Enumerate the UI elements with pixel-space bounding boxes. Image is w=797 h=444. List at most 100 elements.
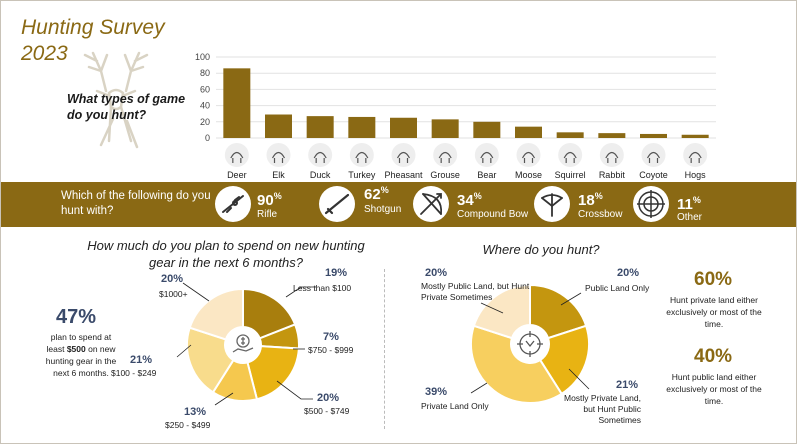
spend-question: How much do you plan to spend on new hun… — [87, 238, 365, 270]
bar — [515, 126, 542, 138]
spend-donut-chart — [187, 289, 299, 401]
crossbow-label: Crossbow — [578, 209, 623, 220]
spend-750-label: $750 - $999 — [308, 345, 354, 355]
donut-slice — [246, 345, 299, 401]
bar — [223, 68, 251, 138]
bar — [681, 134, 709, 138]
other-label: Other — [677, 212, 703, 223]
x-tick-label: Grouse — [430, 170, 460, 180]
x-tick-label: Bear — [477, 170, 496, 180]
y-tick-label: 100 — [195, 52, 210, 62]
compound-bow-pct-unit: % — [473, 191, 482, 201]
spend-1000-label: $1000+ — [159, 289, 188, 299]
spend-line-3: hunting gear in the — [45, 356, 117, 366]
x-tick-label: Elk — [272, 170, 285, 180]
animal-icon-circle — [349, 143, 374, 167]
y-tick-label: 0 — [205, 133, 210, 143]
spend-500-label: $500 - $749 — [304, 406, 350, 416]
rifle-pct: 90 — [257, 192, 274, 209]
y-tick-label: 20 — [200, 117, 210, 127]
y-tick-label: 60 — [200, 84, 210, 94]
public-land-pct: 40% — [694, 346, 733, 367]
bar — [265, 114, 292, 138]
spend-less100-label: Less than $100 — [293, 283, 352, 293]
x-tick-label: Moose — [515, 170, 542, 180]
spend-line-1: plan to spend at — [50, 332, 112, 342]
shotgun-label: Shotgun — [364, 204, 402, 215]
land-mostly-public-label: Mostly Public Land, but Hunt Private Som… — [421, 281, 530, 302]
bar — [306, 116, 334, 138]
animal-icon-circle — [683, 143, 708, 167]
public-land-text: Hunt public land either exclusively or m… — [666, 372, 762, 406]
bow-icon — [413, 186, 449, 222]
bar — [556, 132, 584, 138]
compound-bow-label: Compound Bow — [457, 209, 529, 220]
spend-summary: plan to spend at least $500 on new hunti… — [31, 331, 131, 379]
bar — [598, 133, 626, 138]
bar — [640, 133, 667, 138]
x-tick-label: Duck — [310, 170, 331, 180]
animal-icon-circle — [641, 143, 666, 167]
title-line-1: Hunting Survey — [21, 16, 165, 39]
shotgun-icon — [319, 186, 355, 222]
animal-icon — [355, 151, 369, 163]
rifle-icon — [215, 186, 251, 222]
animal-icon-circle — [474, 143, 499, 167]
y-tick-label: 40 — [200, 101, 210, 111]
land-mostly-public-pct: 20% — [425, 267, 448, 279]
bar — [431, 119, 459, 138]
animal-icon-circle — [433, 143, 458, 167]
land-mostly-private-pct: 21% — [616, 379, 639, 391]
private-land-pct: 60% — [694, 269, 733, 290]
animal-icon-circle — [391, 143, 416, 167]
money-hand-icon — [228, 330, 258, 365]
spend-line-2-pre: least — [46, 344, 67, 354]
target-icon — [633, 186, 669, 222]
y-tick-label: 80 — [200, 68, 210, 78]
x-tick-label: Hogs — [685, 170, 707, 180]
spend-100-label: $100 - $249 — [111, 368, 157, 378]
bar — [390, 117, 417, 138]
animal-icon — [521, 151, 536, 163]
animal-icon-circle — [266, 143, 291, 167]
animal-icon — [396, 151, 411, 163]
x-tick-label: Turkey — [348, 170, 376, 180]
land-public-label: Public Land Only — [585, 283, 650, 293]
spend-500-pct: 20% — [317, 392, 340, 404]
spend-line-2-bold: $500 — [66, 344, 86, 354]
animal-icon-circle — [558, 143, 583, 167]
animal-icon — [271, 151, 286, 163]
title-line-2: 2023 — [21, 42, 68, 65]
animal-icon-circle — [224, 143, 249, 167]
rifle-label: Rifle — [257, 209, 278, 220]
crossbow-pct-unit: % — [594, 191, 603, 201]
donut-slice — [187, 326, 235, 394]
x-tick-label: Deer — [227, 170, 247, 180]
donut-hole — [513, 327, 547, 361]
game-bar-chart: 0 20 40 60 80 100 Deer Elk Duck Turkey Pheasant Gro… — [195, 52, 716, 180]
spend-250-pct: 13% — [184, 406, 207, 418]
spend-750-pct: 7% — [323, 331, 339, 343]
crosshair-deer-icon — [515, 329, 545, 364]
animal-icon — [480, 151, 494, 163]
spend-big-pct: 47% — [56, 306, 97, 328]
page-title: Hunting Survey 2023 — [21, 15, 165, 67]
private-land-text: Hunt private land either exclusively or … — [666, 295, 762, 329]
crossbow-icon — [534, 186, 570, 222]
game-question: What types of game do you hunt? — [67, 92, 186, 122]
shotgun-pct: 62 — [364, 186, 381, 203]
animal-icon — [646, 151, 661, 163]
land-private-pct: 39% — [425, 386, 448, 398]
animal-icon — [563, 151, 577, 163]
rifle-pct-unit: % — [273, 191, 282, 201]
section-divider — [384, 269, 386, 429]
bar — [348, 116, 376, 138]
x-tick-label: Coyote — [639, 170, 668, 180]
land-mostly-private-label: Mostly Private Land, but Hunt Public Som… — [563, 393, 641, 425]
deer-watermark-icon — [83, 51, 149, 149]
x-tick-label: Squirrel — [555, 170, 586, 180]
animal-icon — [438, 151, 452, 163]
animal-icon — [605, 151, 619, 163]
donut-slice — [471, 324, 563, 403]
